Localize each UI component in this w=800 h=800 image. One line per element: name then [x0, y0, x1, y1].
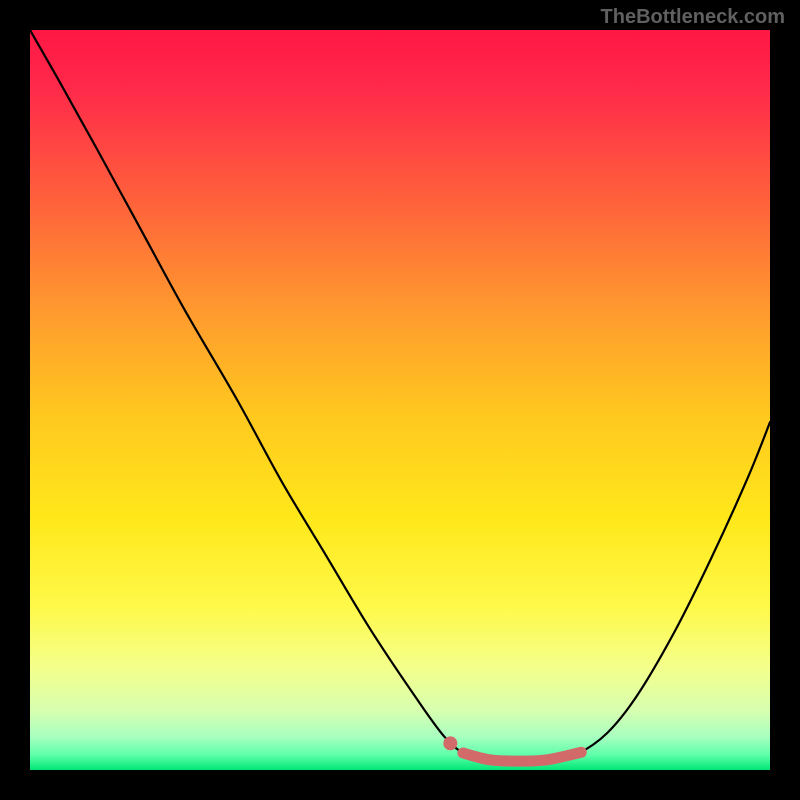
gradient-background — [30, 30, 770, 770]
watermark-text: TheBottleneck.com — [601, 6, 785, 29]
chart-container: TheBottleneck.com — [0, 0, 800, 800]
plot-area — [30, 30, 770, 770]
